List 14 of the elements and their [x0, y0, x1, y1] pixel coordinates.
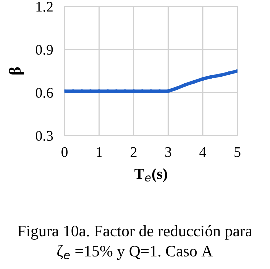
- x-tick-label: 0: [62, 147, 68, 158]
- x-tick-label: 4: [200, 147, 206, 158]
- x-axis-title: T$_{e}$(s): [134, 168, 168, 182]
- x-tick-label: 1: [96, 147, 102, 158]
- x-tick-label: 3: [166, 147, 172, 158]
- y-axis-title: β: [9, 67, 24, 75]
- x-tick-label: 5: [234, 148, 241, 158]
- y-tick-label: 1.2: [36, 2, 53, 12]
- y-tick-label: 0.3: [36, 131, 54, 142]
- y-tick-label: 0.6: [36, 88, 54, 98]
- y-tick-label: 0.9: [36, 45, 54, 56]
- text: ζ$_{e}$ =15% y Q=1. Caso A: [58, 245, 214, 260]
- x-tick-label: 2: [130, 147, 137, 158]
- text: Figura 10a. Factor de reducción para: [18, 225, 252, 240]
